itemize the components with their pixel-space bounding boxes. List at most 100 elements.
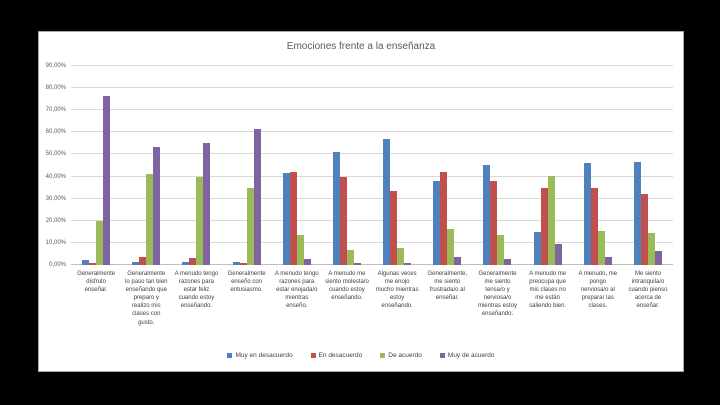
bar-muy-de-acuerdo: [504, 258, 512, 265]
bar-de-acuerdo: [497, 234, 505, 265]
bar-en-desacuerdo: [139, 257, 147, 265]
bar-de-acuerdo: [346, 249, 354, 265]
category-label: A menudo, me pongo nerviosa/o al prepara…: [578, 271, 618, 310]
y-tick-label: 10,00%: [45, 239, 66, 246]
y-tick-label: 90,00%: [45, 63, 66, 69]
bar-group: [623, 66, 673, 265]
y-tick-label: 50,00%: [45, 151, 66, 158]
bar-group: [472, 66, 522, 265]
gridline: [71, 87, 673, 89]
legend-swatch-icon: [310, 353, 316, 358]
legend-label: Muy de acuerdo: [447, 352, 495, 359]
category-label: Generalmente me siento tensa/o y nervios…: [477, 271, 517, 318]
bar-en-desacuerdo: [339, 176, 347, 265]
bar-de-acuerdo: [246, 187, 254, 265]
bar-muy-de-acuerdo: [404, 262, 412, 265]
gridline: [71, 153, 673, 155]
bar-en-desacuerdo: [89, 263, 97, 265]
legend: Muy en desacuerdo En desacuerdo De acuerdo…: [39, 352, 683, 359]
bar-muy-de-acuerdo: [103, 96, 111, 265]
legend-item: En desacuerdo: [310, 352, 363, 359]
bar-group: [121, 66, 171, 265]
bar-muy-de-acuerdo: [353, 262, 361, 265]
y-tick-label: 30,00%: [45, 195, 66, 202]
gridline: [71, 175, 673, 177]
bar-group: [573, 66, 623, 265]
bar-group: [372, 66, 422, 265]
bar-muy-de-acuerdo: [654, 250, 662, 265]
category-label: Algunas veces me enojo mucho mientras es…: [375, 271, 419, 310]
y-tick-label: 0,00%: [48, 262, 66, 268]
bar-en-desacuerdo: [640, 193, 648, 265]
bar-muy-de-acuerdo: [554, 243, 562, 265]
bar-muy-de-acuerdo: [253, 128, 261, 265]
legend-label: Muy en desacuerdo: [235, 352, 293, 359]
gridline: [71, 264, 673, 265]
bar-muy-en-desacuerdo: [332, 152, 340, 265]
legend-swatch-icon: [439, 353, 445, 358]
bar-en-desacuerdo: [540, 187, 548, 265]
bar-muy-en-desacuerdo: [282, 173, 290, 265]
y-tick-label: 40,00%: [45, 173, 66, 180]
category-label: Generalmente enseño con entusiasmo.: [227, 271, 266, 294]
bar-group: [71, 66, 121, 265]
gridline: [71, 65, 673, 66]
legend-swatch-icon: [227, 353, 233, 358]
category-label: Generalmente lo paso tan bien enseñando …: [125, 271, 168, 326]
y-tick-label: 70,00%: [45, 107, 66, 114]
gridline: [71, 131, 673, 133]
gridline: [71, 241, 673, 243]
category-label: Generalmente, me siento frustrada/o al e…: [427, 271, 468, 302]
bar-muy-en-desacuerdo: [583, 162, 591, 265]
bar-group: [322, 66, 372, 265]
bar-muy-en-desacuerdo: [533, 231, 541, 265]
chart-title: Emociones frente a la enseñanza: [286, 41, 436, 52]
legend-label: De acuerdo: [388, 352, 422, 359]
legend-item: Muy de acuerdo: [439, 352, 495, 359]
legend-swatch-icon: [380, 353, 386, 358]
bar-muy-en-desacuerdo: [383, 139, 391, 265]
bar-de-acuerdo: [196, 177, 204, 265]
bar-group: [171, 66, 221, 265]
bar-muy-en-desacuerdo: [433, 180, 441, 265]
bar-muy-de-acuerdo: [604, 257, 612, 265]
bar-de-acuerdo: [547, 176, 555, 265]
bar-muy-en-desacuerdo: [182, 261, 190, 265]
bar-muy-en-desacuerdo: [483, 165, 491, 265]
x-axis: Generalmente disfruto enseñar. Generalmen…: [71, 270, 673, 327]
legend-item: Muy en desacuerdo: [227, 352, 293, 359]
y-tick-label: 80,00%: [45, 85, 66, 92]
bar-de-acuerdo: [597, 231, 605, 265]
category-label: A menudo tengo razones para estar enojad…: [274, 271, 319, 310]
legend-item: De acuerdo: [380, 352, 422, 359]
y-axis: 90,00% 80,00% 70,00% 60,00% 50,00% 40,00% 30,0…: [39, 63, 69, 268]
gridline: [71, 219, 673, 221]
bar-en-desacuerdo: [189, 258, 197, 265]
bar-group: [422, 66, 472, 265]
bar-de-acuerdo: [296, 234, 304, 265]
bar-muy-de-acuerdo: [303, 258, 311, 265]
bar-en-desacuerdo: [440, 172, 448, 265]
bar-group: [222, 66, 272, 265]
bar-en-desacuerdo: [590, 187, 598, 265]
chart-panel: Emociones frente a la enseñanza 90,00% 80…: [38, 31, 684, 372]
gridline: [71, 197, 673, 199]
bar-muy-de-acuerdo: [153, 146, 161, 265]
bar-group: [272, 66, 322, 265]
bar-groups: [71, 66, 673, 265]
bar-de-acuerdo: [647, 232, 655, 265]
bar-en-desacuerdo: [289, 172, 297, 265]
y-tick-label: 20,00%: [45, 217, 66, 224]
bar-de-acuerdo: [447, 229, 455, 265]
bar-muy-en-desacuerdo: [633, 162, 641, 265]
bar-en-desacuerdo: [390, 190, 398, 265]
gridline: [71, 109, 673, 111]
legend-label: En desacuerdo: [318, 352, 363, 359]
bar-de-acuerdo: [96, 220, 104, 265]
bar-group: [523, 66, 573, 265]
bar-en-desacuerdo: [490, 180, 498, 265]
category-label: Me siento intranquila/o cuando pienso ac…: [628, 271, 668, 310]
bar-muy-de-acuerdo: [454, 256, 462, 265]
category-label: Generalmente disfruto enseñar.: [77, 271, 116, 294]
